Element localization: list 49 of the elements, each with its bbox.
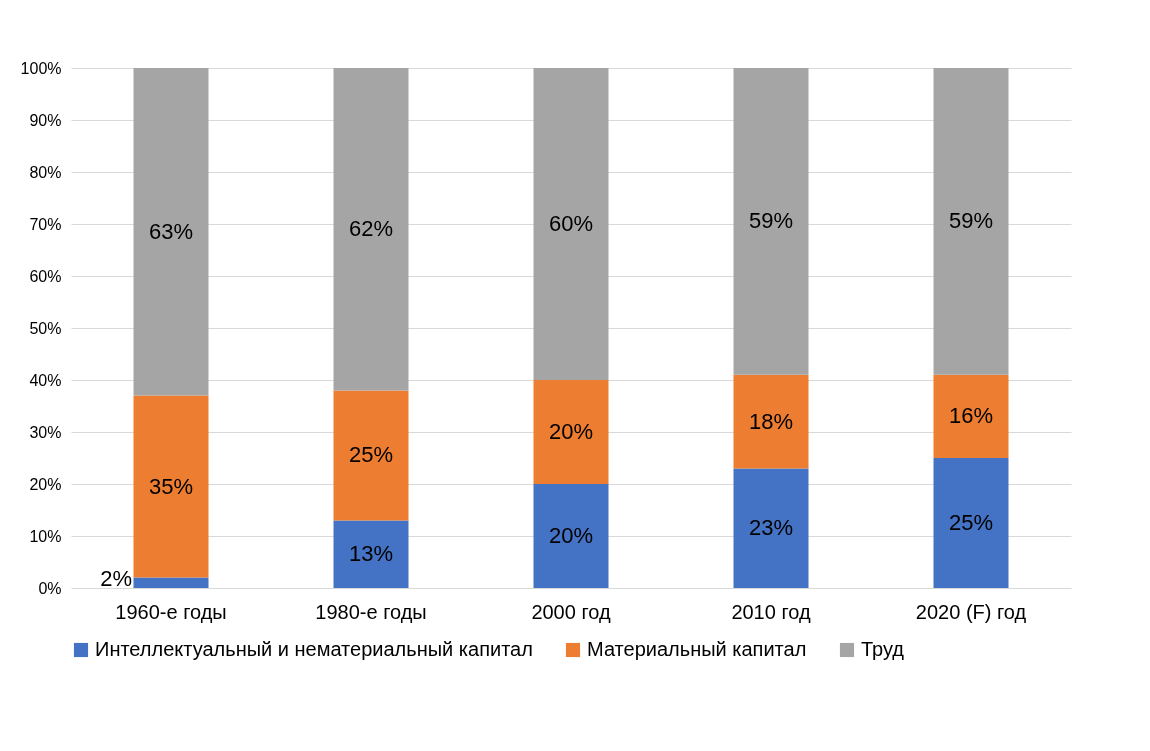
data-label: 25%	[348, 442, 394, 468]
data-label: 59%	[748, 208, 794, 234]
bar	[533, 68, 609, 380]
data-label: 25%	[948, 510, 994, 535]
x-tick-label: 2000 год	[531, 600, 611, 623]
bar	[333, 390, 409, 521]
y-tick-label: 90%	[29, 111, 62, 129]
x-tick-label: 1980-е годы	[315, 600, 427, 623]
legend-label: Труд	[861, 638, 905, 660]
bar	[333, 68, 409, 391]
y-tick-label: 0%	[38, 579, 62, 597]
legend-label: Интеллектуальный и нематериальный капитал	[95, 638, 533, 660]
data-label: 63%	[148, 218, 194, 244]
data-label: 13%	[348, 541, 394, 567]
bar	[933, 374, 1009, 458]
bar	[133, 68, 209, 396]
data-label: 59%	[948, 208, 994, 234]
x-tick-label: 1960-е годы	[115, 600, 227, 623]
bar	[933, 458, 1009, 588]
data-label: 20%	[548, 419, 594, 444]
y-tick-label: 100%	[20, 59, 62, 77]
bar	[733, 468, 809, 588]
data-label: 20%	[548, 523, 594, 548]
data-label: 23%	[748, 515, 794, 541]
bar	[133, 577, 209, 588]
data-label: 2%	[100, 565, 132, 591]
bar	[133, 395, 209, 578]
x-tick-label: 2010 год	[731, 600, 811, 623]
bar	[733, 68, 809, 375]
data-label: 35%	[148, 473, 194, 499]
bar	[533, 484, 609, 588]
y-tick-label: 70%	[29, 215, 62, 233]
y-tick-label: 20%	[29, 475, 62, 493]
y-tick-label: 40%	[29, 371, 62, 389]
bar	[533, 380, 609, 484]
data-label: 18%	[748, 408, 794, 434]
x-tick-label: 2020 (F) год	[915, 600, 1027, 623]
bar	[333, 520, 409, 588]
legend-label: Материальный капитал	[587, 638, 807, 660]
y-tick-label: 80%	[29, 163, 62, 181]
data-label: 16%	[948, 403, 994, 429]
y-tick-label: 60%	[29, 267, 62, 285]
data-label: 60%	[548, 211, 594, 236]
bar	[933, 68, 1009, 375]
y-tick-label: 50%	[29, 319, 62, 337]
data-label: 62%	[348, 216, 394, 242]
y-tick-label: 30%	[29, 423, 62, 441]
bar	[733, 374, 809, 469]
y-tick-label: 10%	[29, 527, 62, 545]
